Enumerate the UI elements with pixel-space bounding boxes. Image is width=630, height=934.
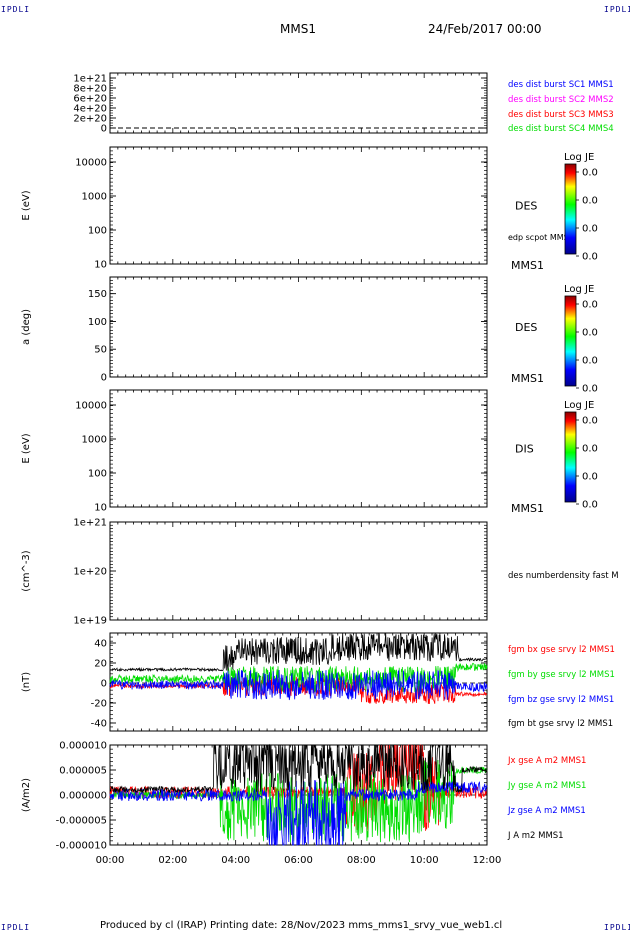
- y-tick-label-p6: 40: [94, 639, 107, 650]
- panel-label-p2: DES: [515, 200, 537, 213]
- y-axis-label-p3: a (deg): [21, 309, 32, 345]
- legend-entry-p6: fgm bx gse srvy l2 MMS1: [508, 645, 615, 655]
- colorbar-tick-label: 0.0: [582, 252, 598, 263]
- colorbar-title-p3: Log JE: [564, 284, 594, 295]
- y-tick-label-p4: 1000: [82, 435, 107, 446]
- y-tick-label-p5: 1e+21: [73, 518, 107, 529]
- colorbar-tick-label: 0.0: [582, 356, 598, 367]
- legend-entry-p7: Jz gse A m2 MMS1: [507, 806, 586, 816]
- y-tick-label-p4: 10: [94, 503, 107, 514]
- colorbar-p4: [564, 411, 577, 503]
- y-tick-label-p1: 6e+20: [73, 94, 107, 105]
- panel-frame-1: [109, 72, 488, 134]
- y-axis-label-p5: (cm^-3): [21, 550, 32, 591]
- y-tick-label-p7: 0.000005: [59, 766, 107, 777]
- y-tick-label-p1: 1e+21: [73, 74, 107, 85]
- legend-entry-p6: fgm by gse srvy l2 MMS1: [508, 670, 615, 680]
- y-tick-label-p7: 0.000010: [59, 741, 107, 752]
- y-tick-label-p5: 1e+20: [73, 567, 107, 578]
- series-bt-p6: [109, 632, 488, 673]
- y-tick-label-p6: 0: [101, 679, 107, 690]
- colorbar-tick-label: 0.0: [582, 444, 598, 455]
- colorbar-tick-label: 0.0: [582, 300, 598, 311]
- colorbar-tick-label: 0.0: [582, 196, 598, 207]
- legend-entry-p7: Jx gse A m2 MMS1: [507, 756, 586, 766]
- spacecraft-label-p2: MMS1: [511, 259, 544, 272]
- series-bz-p6: [109, 669, 488, 701]
- legend-entry-p5: des numberdensity fast M: [508, 571, 619, 581]
- colorbar-tick-label: 0.0: [582, 472, 598, 483]
- colorbar-p3: [564, 295, 577, 387]
- legend-entry-p7: Jy gse A m2 MMS1: [507, 781, 586, 791]
- legend-entry-p1: des dist burst SC2 MMS2: [508, 95, 614, 105]
- colorbar-tick-label: 0.0: [582, 168, 598, 179]
- y-axis-label-p6: (nT): [21, 672, 32, 692]
- legend-entry-p7: J A m2 MMS1: [507, 831, 564, 841]
- corner-label-top-left: IPDLI: [1, 5, 31, 14]
- footer-text: Produced by cl (IRAP) Printing date: 28/…: [100, 920, 503, 931]
- y-tick-label-p7: -0.000005: [56, 816, 107, 827]
- y-tick-label-p2: 1000: [82, 192, 107, 203]
- corner-label-bottom-right: IPDLI: [604, 923, 630, 932]
- corner-label-bottom-left: IPDLI: [1, 923, 31, 932]
- y-tick-label-p6: 20: [94, 659, 107, 670]
- corner-label-top-right: IPDLI: [604, 5, 630, 14]
- panel-frame-5: [109, 521, 488, 621]
- panel-label-p3: DES: [515, 321, 537, 334]
- x-tick-label: 00:00: [96, 855, 125, 866]
- header-spacecraft: MMS1: [280, 22, 316, 36]
- y-tick-label-p3: 150: [88, 289, 107, 300]
- colorbar-title-p4: Log JE: [564, 400, 594, 411]
- colorbar-tick-label: 0.0: [582, 328, 598, 339]
- y-tick-label-p1: 8e+20: [73, 84, 107, 95]
- x-tick-label: 12:00: [473, 855, 502, 866]
- header-datetime: 24/Feb/2017 00:00: [428, 22, 542, 36]
- y-axis-label-p7: (A/m2): [21, 778, 32, 812]
- legend-entry-p6: fgm bz gse srvy l2 MMS1: [508, 695, 614, 705]
- y-tick-label-p2: 10: [94, 260, 107, 271]
- y-tick-label-p3: 50: [94, 345, 107, 356]
- x-tick-label: 04:00: [221, 855, 250, 866]
- colorbar-tick-label: 0.0: [582, 500, 598, 511]
- legend-entry-p1: des dist burst SC3 MMS3: [508, 110, 614, 120]
- x-tick-label: 02:00: [158, 855, 187, 866]
- y-tick-label-p3: 0: [101, 373, 107, 384]
- legend-entry-p1: des dist burst SC1 MMS1: [508, 80, 614, 90]
- y-tick-label-p4: 10000: [75, 401, 107, 412]
- spacecraft-label-p3: MMS1: [511, 372, 544, 385]
- colorbar-tick-label: 0.0: [582, 224, 598, 235]
- colorbar-tick-label: 0.0: [582, 384, 598, 395]
- y-tick-label-p4: 100: [88, 469, 107, 480]
- y-tick-label-p7: 0.000000: [59, 791, 107, 802]
- y-tick-label-p2: 10000: [75, 158, 107, 169]
- spacecraft-label-p4: MMS1: [511, 502, 544, 515]
- x-tick-label: 10:00: [410, 855, 439, 866]
- colorbar-tick-label: 0.0: [582, 416, 598, 427]
- y-axis-label-p2: E (eV): [21, 190, 32, 220]
- y-tick-label-p6: -40: [91, 719, 107, 730]
- legend-entry-p1: des dist burst SC4 MMS4: [508, 124, 614, 134]
- panel-label-p4: DIS: [515, 443, 534, 456]
- colorbar-title-p2: Log JE: [564, 152, 594, 163]
- panel-frame-3: [109, 276, 488, 378]
- panel-frame-4: [109, 389, 488, 508]
- y-tick-label-p2: 100: [88, 226, 107, 237]
- legend-entry-p6: fgm bt gse srvy l2 MMS1: [508, 719, 613, 729]
- colorbar-p2: [564, 163, 577, 255]
- y-tick-label-p3: 100: [88, 317, 107, 328]
- series-j-p7: [109, 743, 488, 794]
- y-tick-label-p7: -0.000010: [56, 841, 107, 852]
- panel-frame-2: [109, 146, 488, 265]
- y-tick-label-p5: 1e+19: [73, 616, 107, 627]
- overlay-label-p2: edp scpot MMS1: [508, 233, 574, 242]
- y-tick-label-p6: -20: [91, 699, 107, 710]
- y-tick-label-p1: 0: [101, 124, 107, 135]
- y-axis-label-p4: E (eV): [21, 433, 32, 463]
- y-tick-label-p1: 4e+20: [73, 104, 107, 115]
- x-tick-label: 06:00: [284, 855, 313, 866]
- y-tick-label-p1: 2e+20: [73, 114, 107, 125]
- x-tick-label: 08:00: [347, 855, 376, 866]
